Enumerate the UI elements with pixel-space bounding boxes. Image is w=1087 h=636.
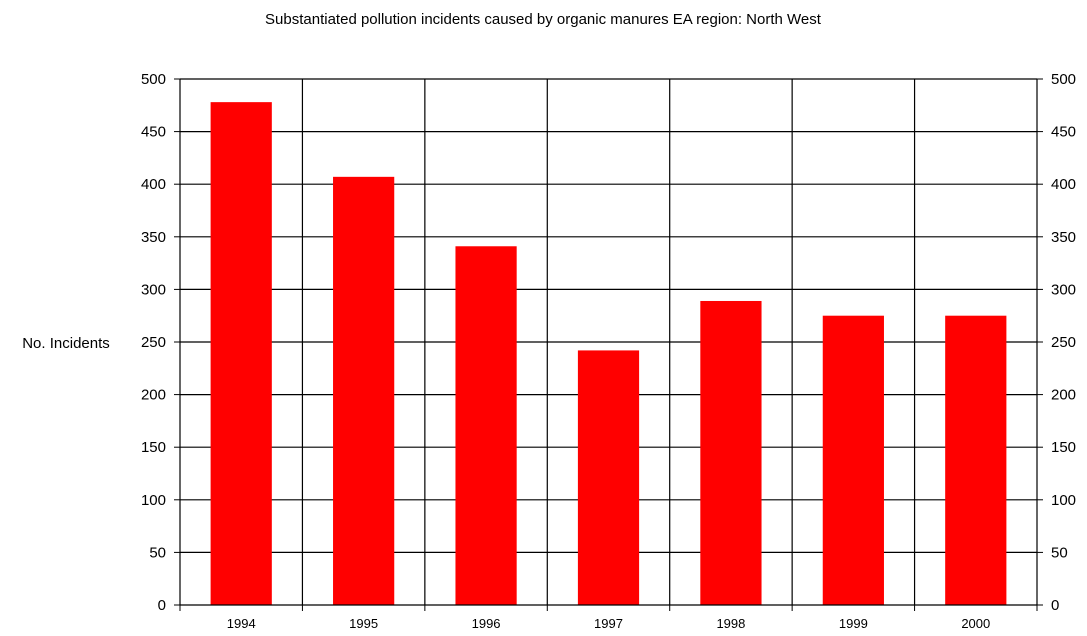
y-tick-label-right: 300	[1051, 281, 1076, 298]
y-tick-label-right: 350	[1051, 229, 1076, 246]
y-tick-label-right: 50	[1051, 544, 1068, 561]
chart-title: Substantiated pollution incidents caused…	[265, 11, 822, 28]
y-tick-label-left: 100	[141, 492, 166, 509]
bar-1995	[333, 176, 395, 605]
y-tick-label-right: 150	[1051, 439, 1076, 456]
gridlines	[180, 78, 1037, 605]
x-tick-label: 1999	[839, 616, 868, 631]
bars	[210, 102, 1007, 606]
y-tick-label-left: 500	[141, 71, 166, 88]
y-tick-label-left: 450	[141, 124, 166, 141]
y-tick-label-left: 400	[141, 176, 166, 193]
y-tick-label-right: 400	[1051, 176, 1076, 193]
bar-1997	[577, 350, 640, 605]
y-tick-label-left: 0	[158, 597, 166, 614]
x-tick-label: 1995	[349, 616, 378, 631]
axes	[174, 78, 1043, 611]
y-tick-label-left: 200	[141, 387, 166, 404]
bar-1999	[822, 315, 884, 605]
bar-2000	[945, 315, 1007, 605]
y-tick-label-left: 150	[141, 439, 166, 456]
y-tick-label-right: 500	[1051, 71, 1076, 88]
x-tick-label: 1994	[227, 616, 256, 631]
bar-1994	[210, 102, 272, 606]
bar-1998	[700, 300, 762, 605]
y-axis-label: No. Incidents	[22, 335, 110, 352]
y-tick-label-right: 200	[1051, 387, 1076, 404]
y-tick-label-right: 0	[1051, 597, 1059, 614]
y-tick-label-left: 250	[141, 334, 166, 351]
tick-labels: 0 0 50 50 100 100 150 150 200 200 250 250 300 300 350 3…	[141, 71, 1076, 631]
x-tick-label: 2000	[961, 616, 990, 631]
x-tick-label: 1998	[716, 616, 745, 631]
y-tick-label-right: 250	[1051, 334, 1076, 351]
y-tick-label-right: 450	[1051, 124, 1076, 141]
bar-1996	[455, 246, 517, 605]
y-tick-label-right: 100	[1051, 492, 1076, 509]
y-tick-label-left: 300	[141, 281, 166, 298]
y-tick-label-left: 50	[149, 544, 166, 561]
x-tick-label: 1997	[594, 616, 623, 631]
y-tick-label-left: 350	[141, 229, 166, 246]
x-tick-label: 1996	[472, 616, 501, 631]
